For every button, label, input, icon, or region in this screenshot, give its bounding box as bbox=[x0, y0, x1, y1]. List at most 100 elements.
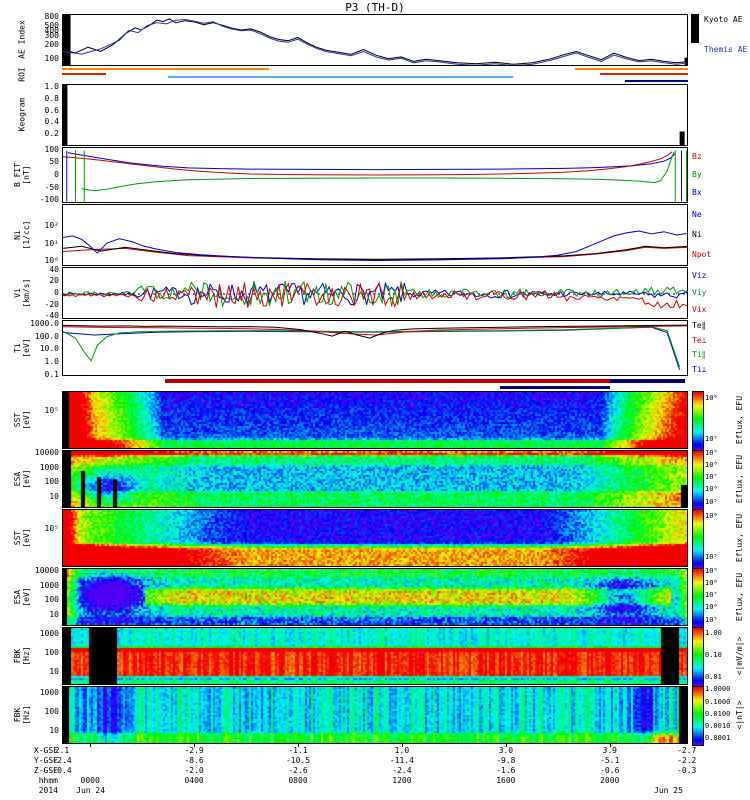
sst_i-colorbar-unit: Eflux, EFU bbox=[735, 513, 744, 563]
ti-plot-svg bbox=[63, 324, 687, 370]
fbk_b-colorbar-tick: 1.0000 bbox=[705, 685, 731, 694]
fbk_b-ytick-label: 100 bbox=[44, 707, 59, 717]
panel-esa_i: ESA [eV] 10000 1000 100 10 10⁹ 10⁸ 10⁷ 10⁶ 10⁵ Efl… bbox=[0, 567, 750, 628]
time-tick-mark bbox=[194, 743, 196, 747]
ti-legend-te-: Te∥ bbox=[692, 320, 706, 330]
ephemeris-value: 2.1 bbox=[54, 746, 70, 755]
vi-legend-vix: Vix bbox=[692, 304, 707, 314]
ni-ytick-label: 10² bbox=[44, 221, 59, 231]
fbk_e-colorbar-unit: <|mV/m|> bbox=[735, 636, 744, 676]
sst_i-ylabel: SST [eV] bbox=[13, 528, 31, 548]
ni-plot-area bbox=[62, 204, 688, 266]
panel-ni: Ni [1/cc] 10² 10¹ 10⁰ Ne Ni Npot bbox=[0, 204, 750, 266]
keogram-plot-svg bbox=[63, 85, 685, 145]
panel-fbk_b: FBK [Hz] 1000 100 10 1.0000 0.1000 0.0100 0.001… bbox=[0, 685, 750, 746]
bfit-plot-area bbox=[62, 147, 688, 203]
esa_e-colorbar-tick: 10⁸ bbox=[705, 461, 718, 470]
ae-plot-area bbox=[62, 14, 688, 66]
ti-ytick-label: 1.0 bbox=[44, 357, 59, 366]
roi-bar-segment bbox=[600, 72, 688, 75]
ti-ytick-label: 100.0 bbox=[34, 331, 59, 341]
ephemeris-value: -9.8 bbox=[496, 756, 516, 765]
ae-legend-themis-ae: Themis AE bbox=[704, 45, 748, 55]
ephemeris-value: -5.1 bbox=[600, 756, 620, 765]
roi-bar-segment bbox=[62, 72, 106, 75]
time-tick-label: 0400 bbox=[184, 776, 204, 785]
esa_e-spectrogram bbox=[63, 451, 687, 507]
fbk_b-spectrogram bbox=[63, 687, 687, 743]
time-tick-mark bbox=[401, 743, 403, 747]
panel-esa_e: ESA [eV] 10000 1000 100 10 10⁹ 10⁸ 10⁷ 10⁶ 10⁵ Efl… bbox=[0, 449, 750, 510]
ae-ytick-label: 500 bbox=[44, 20, 59, 30]
keogram-ytick-label: 0.6 bbox=[44, 105, 59, 115]
esa_i-colorbar-tick: 10⁵ bbox=[705, 616, 718, 625]
ephemeris-value: -0.6 bbox=[600, 766, 620, 775]
bfit-ytick-label: 0 bbox=[54, 170, 59, 179]
roi-bar-segment bbox=[62, 68, 269, 71]
fbk_b-colorbar bbox=[692, 686, 704, 746]
panel-sst_e: SST [eV] 10⁵ 10⁶ 10⁵ Eflux, EFU bbox=[0, 391, 750, 451]
ni-legend-npot: Npot bbox=[692, 249, 712, 259]
bfit-plot-svg bbox=[63, 150, 687, 202]
ae-plot-svg bbox=[63, 15, 687, 65]
ae-ytick-label: 400 bbox=[44, 25, 59, 35]
ephemeris-value: -2.7 bbox=[677, 746, 697, 755]
fbk_e-spectrogram bbox=[63, 628, 687, 684]
bfit-legend-bz: Bz bbox=[692, 152, 702, 162]
ni-legend-ne: Ne bbox=[692, 210, 702, 220]
modebar-plot-area bbox=[62, 378, 688, 390]
esa_i-ytick-label: 100 bbox=[44, 595, 59, 605]
fbk_e-colorbar bbox=[692, 627, 704, 687]
bfit-ytick-label: -50 bbox=[44, 182, 59, 192]
ephemeris-row-label-y-gse: Y-GSE bbox=[33, 756, 58, 765]
fbk_e-ytick-label: 100 bbox=[44, 648, 59, 658]
bfit-ytick-label: -100 bbox=[39, 195, 59, 205]
roi-bar-segment bbox=[168, 76, 513, 79]
esa_e-colorbar-tick: 10⁷ bbox=[705, 473, 718, 482]
esa_e-colorbar bbox=[692, 450, 704, 510]
esa_i-colorbar-tick: 10⁸ bbox=[705, 579, 718, 588]
fbk_e-ytick-label: 1000 bbox=[39, 628, 59, 638]
time-tick-label: 0000 bbox=[80, 776, 100, 785]
panel-ae: AE Index 800 500 400 300 200 100 Kyoto AE Themis… bbox=[0, 11, 750, 66]
fbk_b-colorbar-tick: 0.0010 bbox=[705, 722, 731, 731]
roi-bar-segment bbox=[625, 79, 688, 82]
ephemeris-value: -1.1 bbox=[288, 746, 308, 755]
ephemeris-value: -2.6 bbox=[288, 766, 308, 775]
ephemeris-row-label-x-gse: X-GSE bbox=[33, 746, 58, 755]
esa_e-plot-area bbox=[62, 450, 688, 508]
vi-ytick-label: -40 bbox=[44, 311, 59, 321]
roi-ylabel: ROI bbox=[17, 67, 27, 82]
fbk_e-colorbar-tick: 0.10 bbox=[705, 650, 722, 659]
sst_i-colorbar-tick: 10⁶ bbox=[705, 511, 718, 520]
ti-legend-te-: Te⊥ bbox=[692, 335, 707, 345]
hhmm-axis-label: hhmm bbox=[38, 776, 58, 785]
time-tick-mark bbox=[298, 743, 299, 747]
esa_i-plot-area bbox=[62, 568, 688, 626]
modebar-bar-segment bbox=[609, 379, 685, 383]
time-tick-mark bbox=[505, 743, 507, 747]
vi-ytick-label: 20 bbox=[49, 276, 59, 286]
esa_i-ytick-label: 1000 bbox=[39, 580, 59, 590]
ni-ytick-label: 10¹ bbox=[44, 238, 59, 248]
sst_i-colorbar-tick: 10⁵ bbox=[705, 552, 718, 561]
vi-ytick-label: 0 bbox=[54, 288, 59, 297]
keogram-ytick-label: 0.8 bbox=[44, 93, 59, 103]
bfit-legend-by: By bbox=[692, 170, 702, 179]
sst_i-spectrogram bbox=[63, 510, 687, 566]
esa_e-ytick-label: 1000 bbox=[39, 462, 59, 472]
modebar-bar-segment bbox=[165, 379, 610, 383]
time-tick-label: 1200 bbox=[392, 776, 412, 785]
ti-plot-area bbox=[62, 320, 688, 376]
time-tick-label: 2000 bbox=[600, 776, 620, 785]
ae-ytick-label: 800 bbox=[44, 11, 59, 21]
ephemeris-value: 3.0 bbox=[498, 746, 514, 755]
fbk_b-ytick-label: 10 bbox=[49, 726, 59, 736]
ni-plot-svg bbox=[63, 230, 687, 262]
esa_i-ytick-label: 10 bbox=[49, 609, 59, 619]
vi-legend-viy: Viy bbox=[692, 288, 707, 297]
esa_i-colorbar bbox=[692, 568, 704, 628]
year-label: 2014 bbox=[38, 786, 58, 795]
ephemeris-value: -0.4 bbox=[52, 766, 72, 775]
